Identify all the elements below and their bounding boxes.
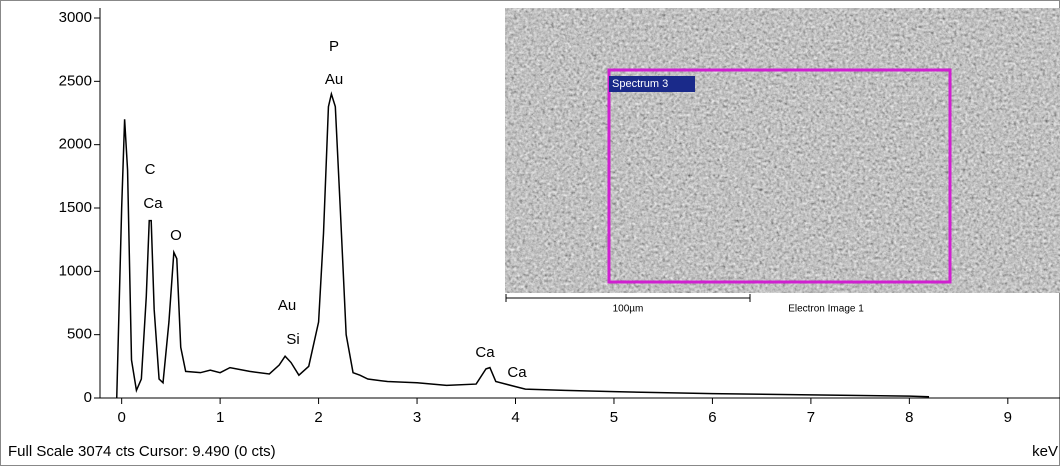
peak-label: Ca <box>143 195 163 212</box>
x-tick-label: 1 <box>216 409 224 426</box>
x-tick-label: 3 <box>413 409 421 426</box>
electron-image-texture <box>505 8 1060 293</box>
y-tick-label: 0 <box>84 389 92 406</box>
spectrum-line <box>115 91 930 399</box>
y-tick-label: 2500 <box>59 72 92 89</box>
peak-label: O <box>170 227 182 244</box>
y-tick-label: 500 <box>67 326 92 343</box>
peak-label: Au <box>325 71 343 88</box>
y-tick-label: 1500 <box>59 199 92 216</box>
x-tick-label: 7 <box>807 409 815 426</box>
x-tick-label: 4 <box>511 409 519 426</box>
peak-label: C <box>145 161 156 178</box>
image-caption: Electron Image 1 <box>788 304 864 315</box>
region-label: Spectrum 3 <box>612 78 668 90</box>
y-tick-label: 3000 <box>59 9 92 26</box>
x-tick-label: 5 <box>610 409 618 426</box>
x-tick-label: 9 <box>1004 409 1012 426</box>
status-text: Full Scale 3074 cts Cursor: 9.490 (0 cts… <box>8 443 276 460</box>
x-tick-label: 2 <box>314 409 322 426</box>
y-tick-label: 2000 <box>59 136 92 153</box>
peak-label: P <box>329 38 339 55</box>
spectrum-region <box>607 68 952 284</box>
x-tick-label: 0 <box>117 409 125 426</box>
scale-label: 100µm <box>613 304 644 315</box>
peak-label: Si <box>286 331 299 348</box>
peak-label: Ca <box>507 364 527 381</box>
peak-label: Au <box>278 297 296 314</box>
peak-label: Ca <box>475 344 495 361</box>
x-axis-label: keV <box>1032 443 1058 460</box>
x-tick-label: 6 <box>708 409 716 426</box>
y-tick-label: 1000 <box>59 262 92 279</box>
region-label-bg <box>609 76 695 92</box>
x-tick-label: 8 <box>905 409 913 426</box>
